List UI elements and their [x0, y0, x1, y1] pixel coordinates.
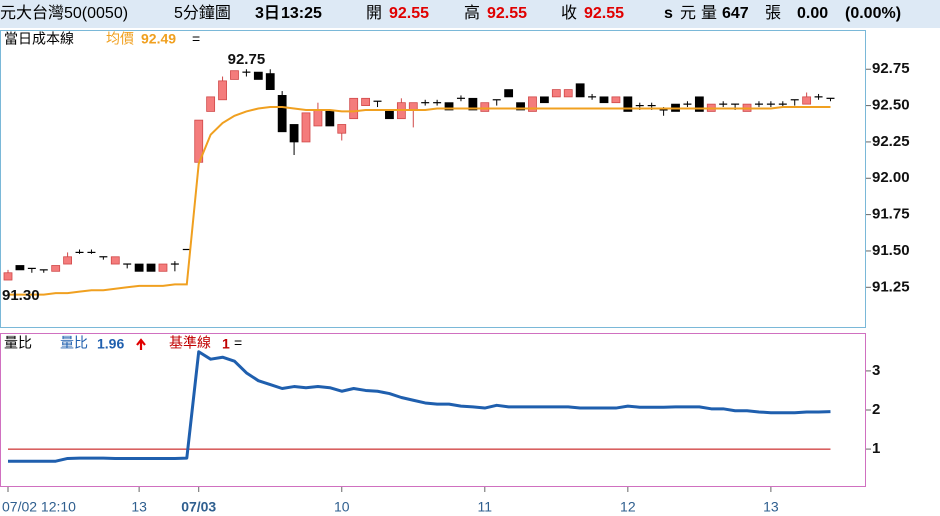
candle-body — [134, 263, 144, 272]
legend-name: 量比 — [60, 335, 88, 351]
candle-body — [51, 265, 61, 272]
legend-name: 基準線 — [169, 335, 211, 351]
x-tick-label: 07/03 — [181, 499, 216, 515]
chart-kind: 5分鐘圖 — [174, 4, 231, 22]
candle-body — [540, 96, 549, 104]
legend-suffix: = — [192, 31, 200, 47]
legend-value: 1.96 — [97, 336, 124, 352]
candle-body — [563, 89, 573, 98]
candle-body — [361, 97, 371, 106]
legend-value: 1 — [222, 336, 230, 352]
x-tick-label: 10 — [334, 499, 350, 515]
candle-body — [444, 102, 454, 111]
close-label: 收 — [561, 4, 577, 22]
candle-body — [253, 71, 263, 80]
legend-value: 92.49 — [141, 31, 176, 47]
y-tick-label: 92.50 — [872, 97, 910, 114]
legend-suffix: = — [234, 335, 242, 351]
candle-body — [468, 97, 478, 111]
high-label: 高 — [464, 4, 480, 22]
open-label: 開 — [366, 5, 382, 22]
candle-body — [802, 96, 812, 105]
candle-body — [611, 96, 621, 104]
candle-body — [301, 112, 311, 143]
candle-body — [599, 96, 609, 104]
candle-body — [408, 102, 418, 111]
candle-body — [337, 124, 347, 134]
y-tick-label: 92.25 — [872, 133, 910, 150]
high-value: 92.55 — [487, 5, 527, 22]
x-tick-label: 11 — [478, 499, 493, 515]
volume-value: 647 — [722, 5, 749, 22]
open-value: 92.55 — [389, 5, 429, 22]
candle-body — [3, 272, 13, 281]
y-tick-label: 92.75 — [872, 60, 910, 77]
y-tick-label: 2 — [872, 401, 880, 418]
candle-body — [313, 109, 323, 127]
change: 0.00 — [797, 5, 828, 22]
low-annotation: 91.30 — [2, 287, 40, 304]
candle-body — [385, 111, 394, 120]
candle-body — [206, 96, 216, 112]
price-panel — [0, 30, 866, 328]
candle-body — [15, 265, 25, 271]
candle-body — [349, 97, 359, 120]
time: 13:25 — [281, 5, 322, 22]
candle-body — [516, 102, 525, 111]
candle-body — [504, 89, 514, 98]
average-line — [8, 106, 831, 296]
y-tick-label: 91.50 — [872, 242, 910, 259]
up-arrow — [136, 338, 146, 350]
candle-body — [694, 96, 704, 112]
header-bar — [0, 0, 940, 28]
change-percent: (0.00%) — [845, 5, 901, 22]
candle-body — [289, 124, 299, 143]
y-tick-label: 3 — [872, 362, 880, 379]
candle-body — [146, 263, 156, 272]
candle-body — [63, 256, 72, 265]
ratio-line — [8, 350, 831, 463]
x-tick-label: 13 — [763, 499, 779, 515]
candle-body — [158, 263, 168, 272]
candle-body — [110, 256, 120, 265]
candle-body — [575, 83, 585, 98]
x-tick-label: 13 — [131, 499, 147, 515]
stock-name: 元大台灣50(0050) — [0, 4, 128, 22]
x-tick-label: 12 — [620, 499, 636, 515]
candle-body — [480, 102, 490, 112]
candle-body — [325, 111, 335, 127]
y-tick-label: 92.00 — [872, 169, 910, 186]
candle-body — [265, 73, 275, 91]
close-value: 92.55 — [584, 5, 624, 22]
volume-unit: 張 — [765, 5, 781, 22]
high-annotation: 92.75 — [228, 51, 266, 68]
y-tick-label: 91.75 — [872, 206, 910, 223]
panel-title: 量比 — [4, 335, 32, 351]
date: 3日 — [255, 4, 280, 22]
candle-body — [551, 89, 561, 98]
volume-label: 量 — [701, 5, 717, 22]
candle-body — [277, 95, 287, 133]
candle-body — [218, 80, 227, 101]
panel-title: 當日成本線 — [4, 31, 74, 47]
candle-body — [528, 96, 537, 112]
legend-name: 均價 — [106, 31, 134, 47]
unit: 元 — [680, 5, 696, 22]
y-tick-label: 91.25 — [872, 278, 910, 295]
s-mark: s — [664, 5, 673, 22]
x-tick-label: 07/02 12:10 — [2, 499, 76, 515]
candle-body — [230, 70, 239, 80]
candle-body — [623, 96, 633, 112]
y-tick-label: 1 — [872, 440, 880, 457]
